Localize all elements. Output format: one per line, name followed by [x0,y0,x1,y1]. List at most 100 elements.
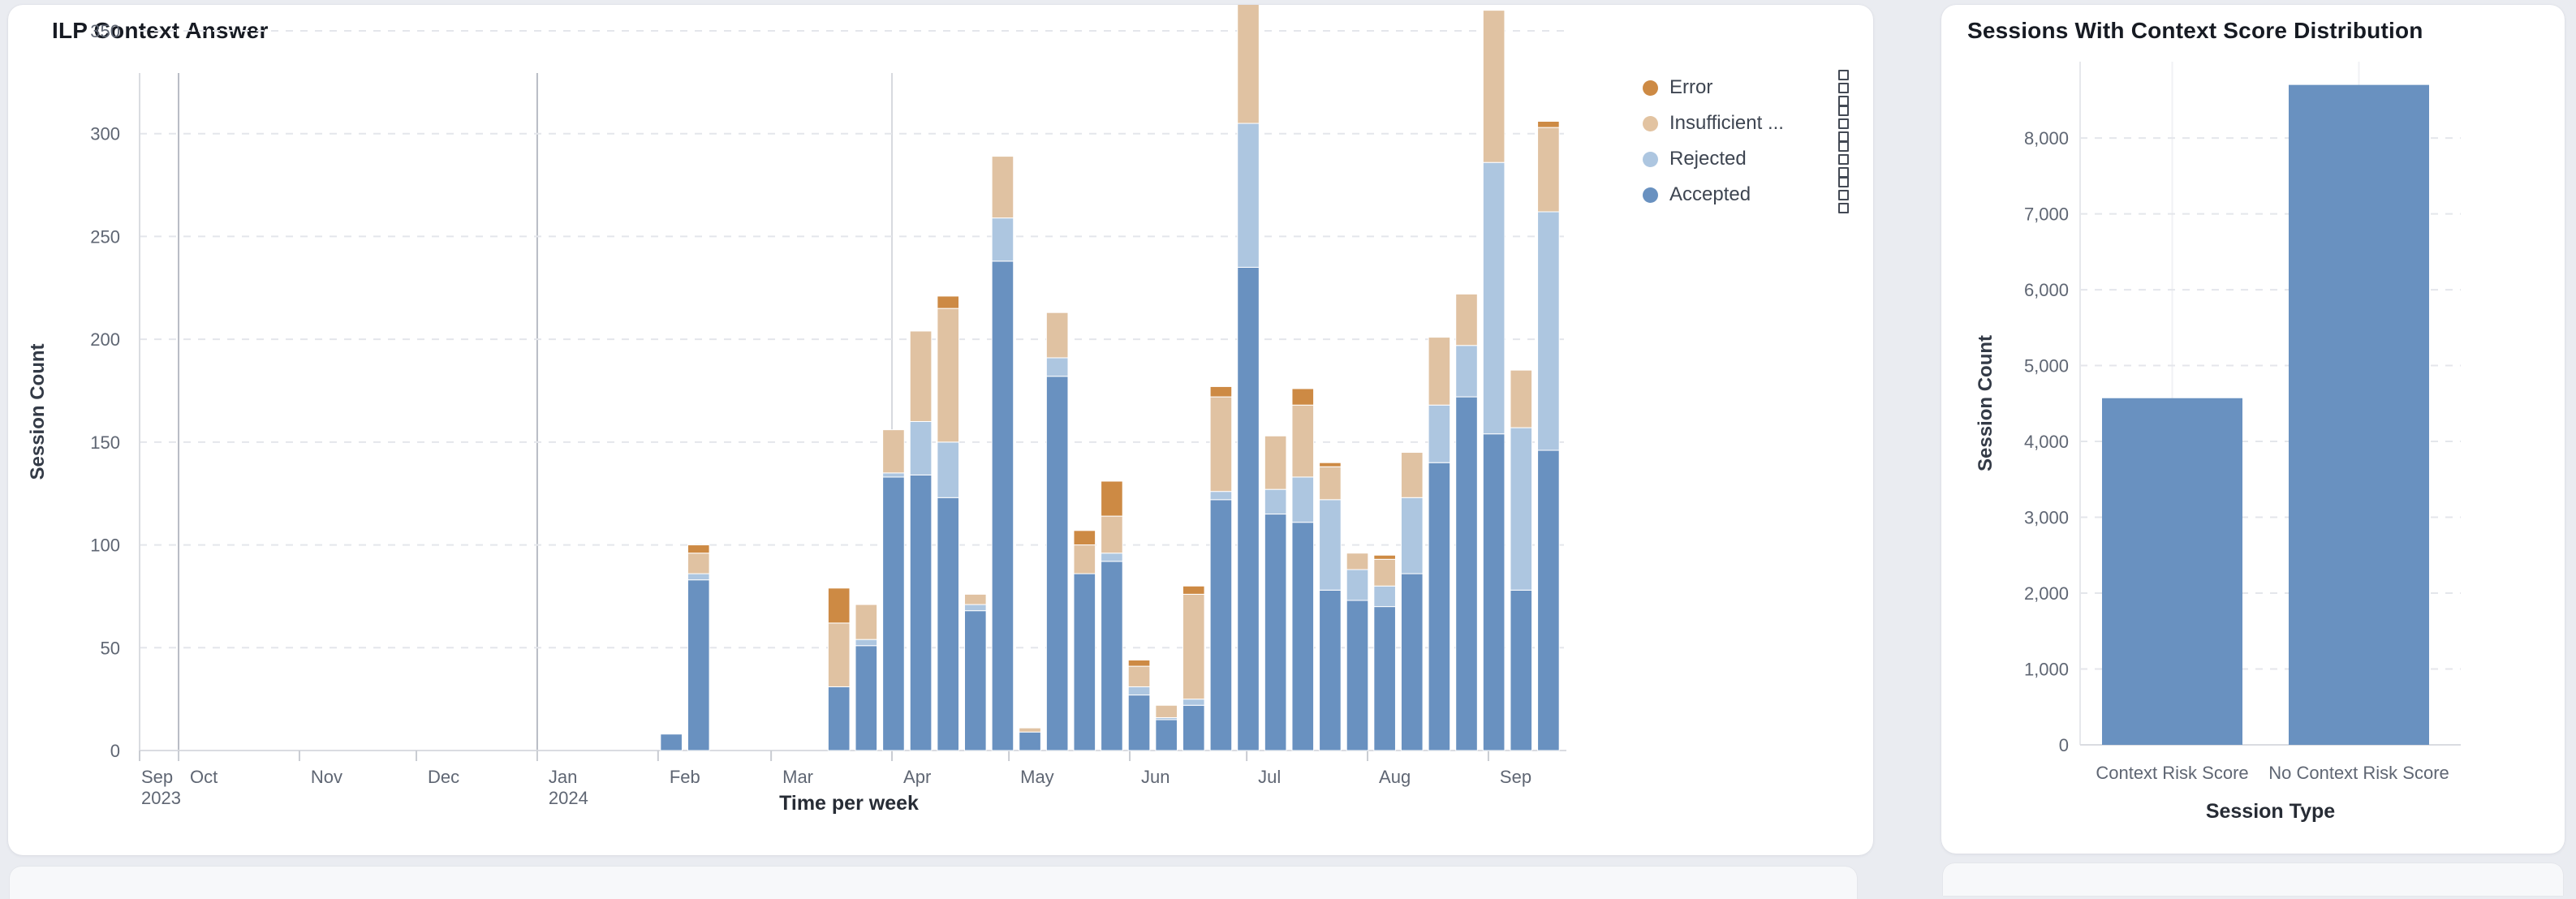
bar-segment-insufficient[interactable] [1400,452,1424,498]
week-bar-jun-21[interactable] [1209,385,1233,751]
bar-segment-insufficient[interactable] [1073,544,1096,574]
week-bar-may-17[interactable] [1073,530,1096,751]
bar-segment-rejected[interactable] [1346,569,1369,601]
bar-segment-error[interactable] [937,295,959,309]
week-bar-apr-5[interactable] [909,330,933,751]
bar-segment-accepted[interactable] [855,645,878,751]
bar-segment-insufficient[interactable] [1209,396,1233,493]
week-bar-aug-23[interactable] [1455,293,1478,751]
bar-segment-accepted[interactable] [1155,719,1178,751]
week-bar-may-10[interactable] [1045,312,1069,751]
bar-segment-error[interactable] [1182,585,1205,595]
bar-segment-rejected[interactable] [1455,345,1478,398]
bar-segment-accepted[interactable] [1455,396,1478,751]
week-bar-aug-16[interactable] [1428,337,1451,751]
week-bar-jun-28[interactable] [1237,5,1260,751]
bar-segment-insufficient[interactable] [827,622,851,687]
bar-segment-insufficient[interactable] [687,553,710,574]
bar-segment-insufficient[interactable] [1182,593,1205,700]
bar-segment-insufficient[interactable] [882,429,905,474]
bar-segment-insufficient[interactable] [1319,466,1342,501]
bar-segment-rejected[interactable] [855,639,878,647]
bar-segment-rejected[interactable] [1537,211,1560,451]
week-bar-jul-19[interactable] [1319,462,1342,751]
week-bar-aug-9[interactable] [1400,452,1424,751]
legend-item-rejected[interactable]: Rejected [1643,140,1850,178]
bar-segment-rejected[interactable] [937,441,959,498]
bar-segment-insufficient[interactable] [1346,553,1369,570]
week-bar-may-31[interactable] [1127,659,1151,751]
bar-segment-insufficient[interactable] [1045,312,1069,359]
drag-handle-icon[interactable] [1837,140,1850,179]
bar-segment-accepted[interactable] [1019,731,1041,751]
bar-segment-accepted[interactable] [1373,606,1396,751]
bar-segment-insufficient[interactable] [909,330,933,423]
week-bar-may-3[interactable] [1019,727,1041,751]
bar-segment-accepted[interactable] [1073,573,1096,751]
bar-segment-insufficient[interactable] [1155,704,1178,718]
bar-segment-insufficient[interactable] [1482,10,1506,163]
week-bar-mar-29[interactable] [882,429,905,751]
bar-segment-accepted[interactable] [687,579,710,751]
bar-segment-accepted[interactable] [1045,376,1069,751]
legend-item-error[interactable]: Error [1643,69,1850,106]
bar-segment-insufficient[interactable] [1510,369,1533,428]
bar-segment-accepted[interactable] [660,733,683,751]
bar-segment-insufficient[interactable] [1101,515,1123,554]
week-bar-aug-30[interactable] [1482,10,1506,751]
bar-segment-accepted[interactable] [882,476,905,751]
drag-handle-icon[interactable] [1837,104,1850,144]
week-bar-sep-6[interactable] [1510,369,1533,751]
bar-segment-error[interactable] [1319,462,1342,467]
week-bar-may-24[interactable] [1101,480,1123,751]
bar-segment-accepted[interactable] [1537,450,1560,751]
week-bar-apr-19[interactable] [963,593,987,751]
bar-context-risk-score[interactable] [2102,398,2242,745]
bar-segment-insufficient[interactable] [1373,558,1396,587]
bar-segment-rejected[interactable] [1237,123,1260,268]
bar-segment-rejected[interactable] [1182,699,1205,706]
bar-segment-insufficient[interactable] [1428,337,1451,406]
bar-segment-accepted[interactable] [827,686,851,751]
week-bar-mar-22[interactable] [855,604,878,751]
bar-segment-accepted[interactable] [1291,522,1315,751]
bar-segment-insufficient[interactable] [1455,293,1478,346]
week-bar-feb-8[interactable] [687,544,710,751]
bar-segment-rejected[interactable] [1045,357,1069,377]
bar-segment-error[interactable] [687,544,710,554]
bar-segment-rejected[interactable] [1400,497,1424,574]
bar-segment-rejected[interactable] [1428,404,1451,463]
week-bar-jun-14[interactable] [1182,585,1205,751]
bar-segment-insufficient[interactable] [1127,665,1151,687]
bar-segment-rejected[interactable] [1264,488,1287,515]
bar-segment-accepted[interactable] [1127,695,1151,751]
bar-segment-accepted[interactable] [1510,589,1533,751]
bar-segment-accepted[interactable] [963,610,987,751]
bar-segment-error[interactable] [1291,388,1315,406]
drag-handle-icon[interactable] [1837,175,1850,215]
bar-segment-insufficient[interactable] [1291,404,1315,478]
bar-segment-insufficient[interactable] [1537,127,1560,213]
week-bar-jun-7[interactable] [1155,704,1178,751]
week-bar-jul-5[interactable] [1264,435,1287,751]
bar-segment-rejected[interactable] [687,573,710,581]
bar-segment-accepted[interactable] [1482,433,1506,751]
week-bar-apr-26[interactable] [991,156,1014,751]
bar-segment-error[interactable] [827,587,851,624]
week-bar-jul-12[interactable] [1291,388,1315,751]
bar-segment-rejected[interactable] [909,421,933,475]
bar-segment-accepted[interactable] [1346,600,1369,751]
bar-segment-accepted[interactable] [1182,704,1205,751]
bar-segment-rejected[interactable] [1373,585,1396,608]
bar-segment-accepted[interactable] [909,474,933,751]
bar-segment-accepted[interactable] [991,260,1014,751]
legend-item-insufficient[interactable]: Insufficient ... [1643,105,1850,142]
bar-segment-accepted[interactable] [1319,589,1342,751]
week-bar-sep-13[interactable] [1537,121,1560,751]
bar-segment-insufficient[interactable] [937,308,959,443]
bar-segment-error[interactable] [1373,554,1396,560]
bar-segment-insufficient[interactable] [1264,435,1287,490]
week-bar-feb-1[interactable] [660,733,683,751]
bar-segment-error[interactable] [1101,480,1123,517]
bar-segment-rejected[interactable] [1510,427,1533,591]
